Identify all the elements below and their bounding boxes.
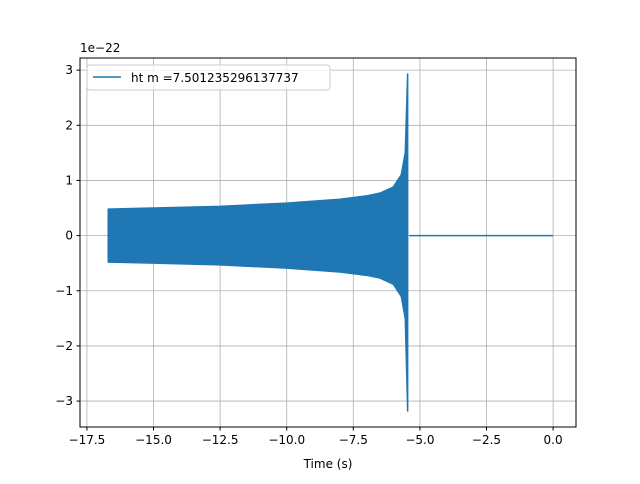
axes-frame — [79, 57, 577, 428]
y-tick-label: 2 — [65, 118, 73, 132]
x-tick-label: −7.5 — [339, 433, 368, 447]
y-tick-label: 0 — [65, 229, 73, 243]
x-tick-label: −15.0 — [135, 433, 172, 447]
y-tick-label: −1 — [55, 284, 73, 298]
waveform-oscillation — [107, 73, 409, 412]
y-tick-label: 3 — [65, 63, 73, 77]
x-tick-label: 0.0 — [544, 433, 563, 447]
y-tick-label: −3 — [55, 394, 73, 408]
y-tick-label: −2 — [55, 339, 73, 353]
legend: ht m =7.501235296137737 — [86, 64, 331, 91]
legend-box — [86, 64, 331, 91]
legend-label: ht m =7.501235296137737 — [131, 71, 299, 85]
y-offset-label: 1e−22 — [80, 41, 120, 55]
x-tick-label: −10.0 — [268, 433, 305, 447]
x-tick-label: −2.5 — [472, 433, 501, 447]
ticks: −17.5 −15.0 −12.5 −10.0 −7.5 −5.0 −2.5 0.0 −3 −2 −… — [55, 63, 562, 447]
x-axis-label: Time (s) — [303, 457, 353, 471]
x-tick-label: −17.5 — [69, 433, 106, 447]
plot-area — [107, 73, 554, 412]
x-tick-label: −12.5 — [202, 433, 239, 447]
y-tick-label: 1 — [65, 173, 73, 187]
x-tick-label: −5.0 — [405, 433, 434, 447]
